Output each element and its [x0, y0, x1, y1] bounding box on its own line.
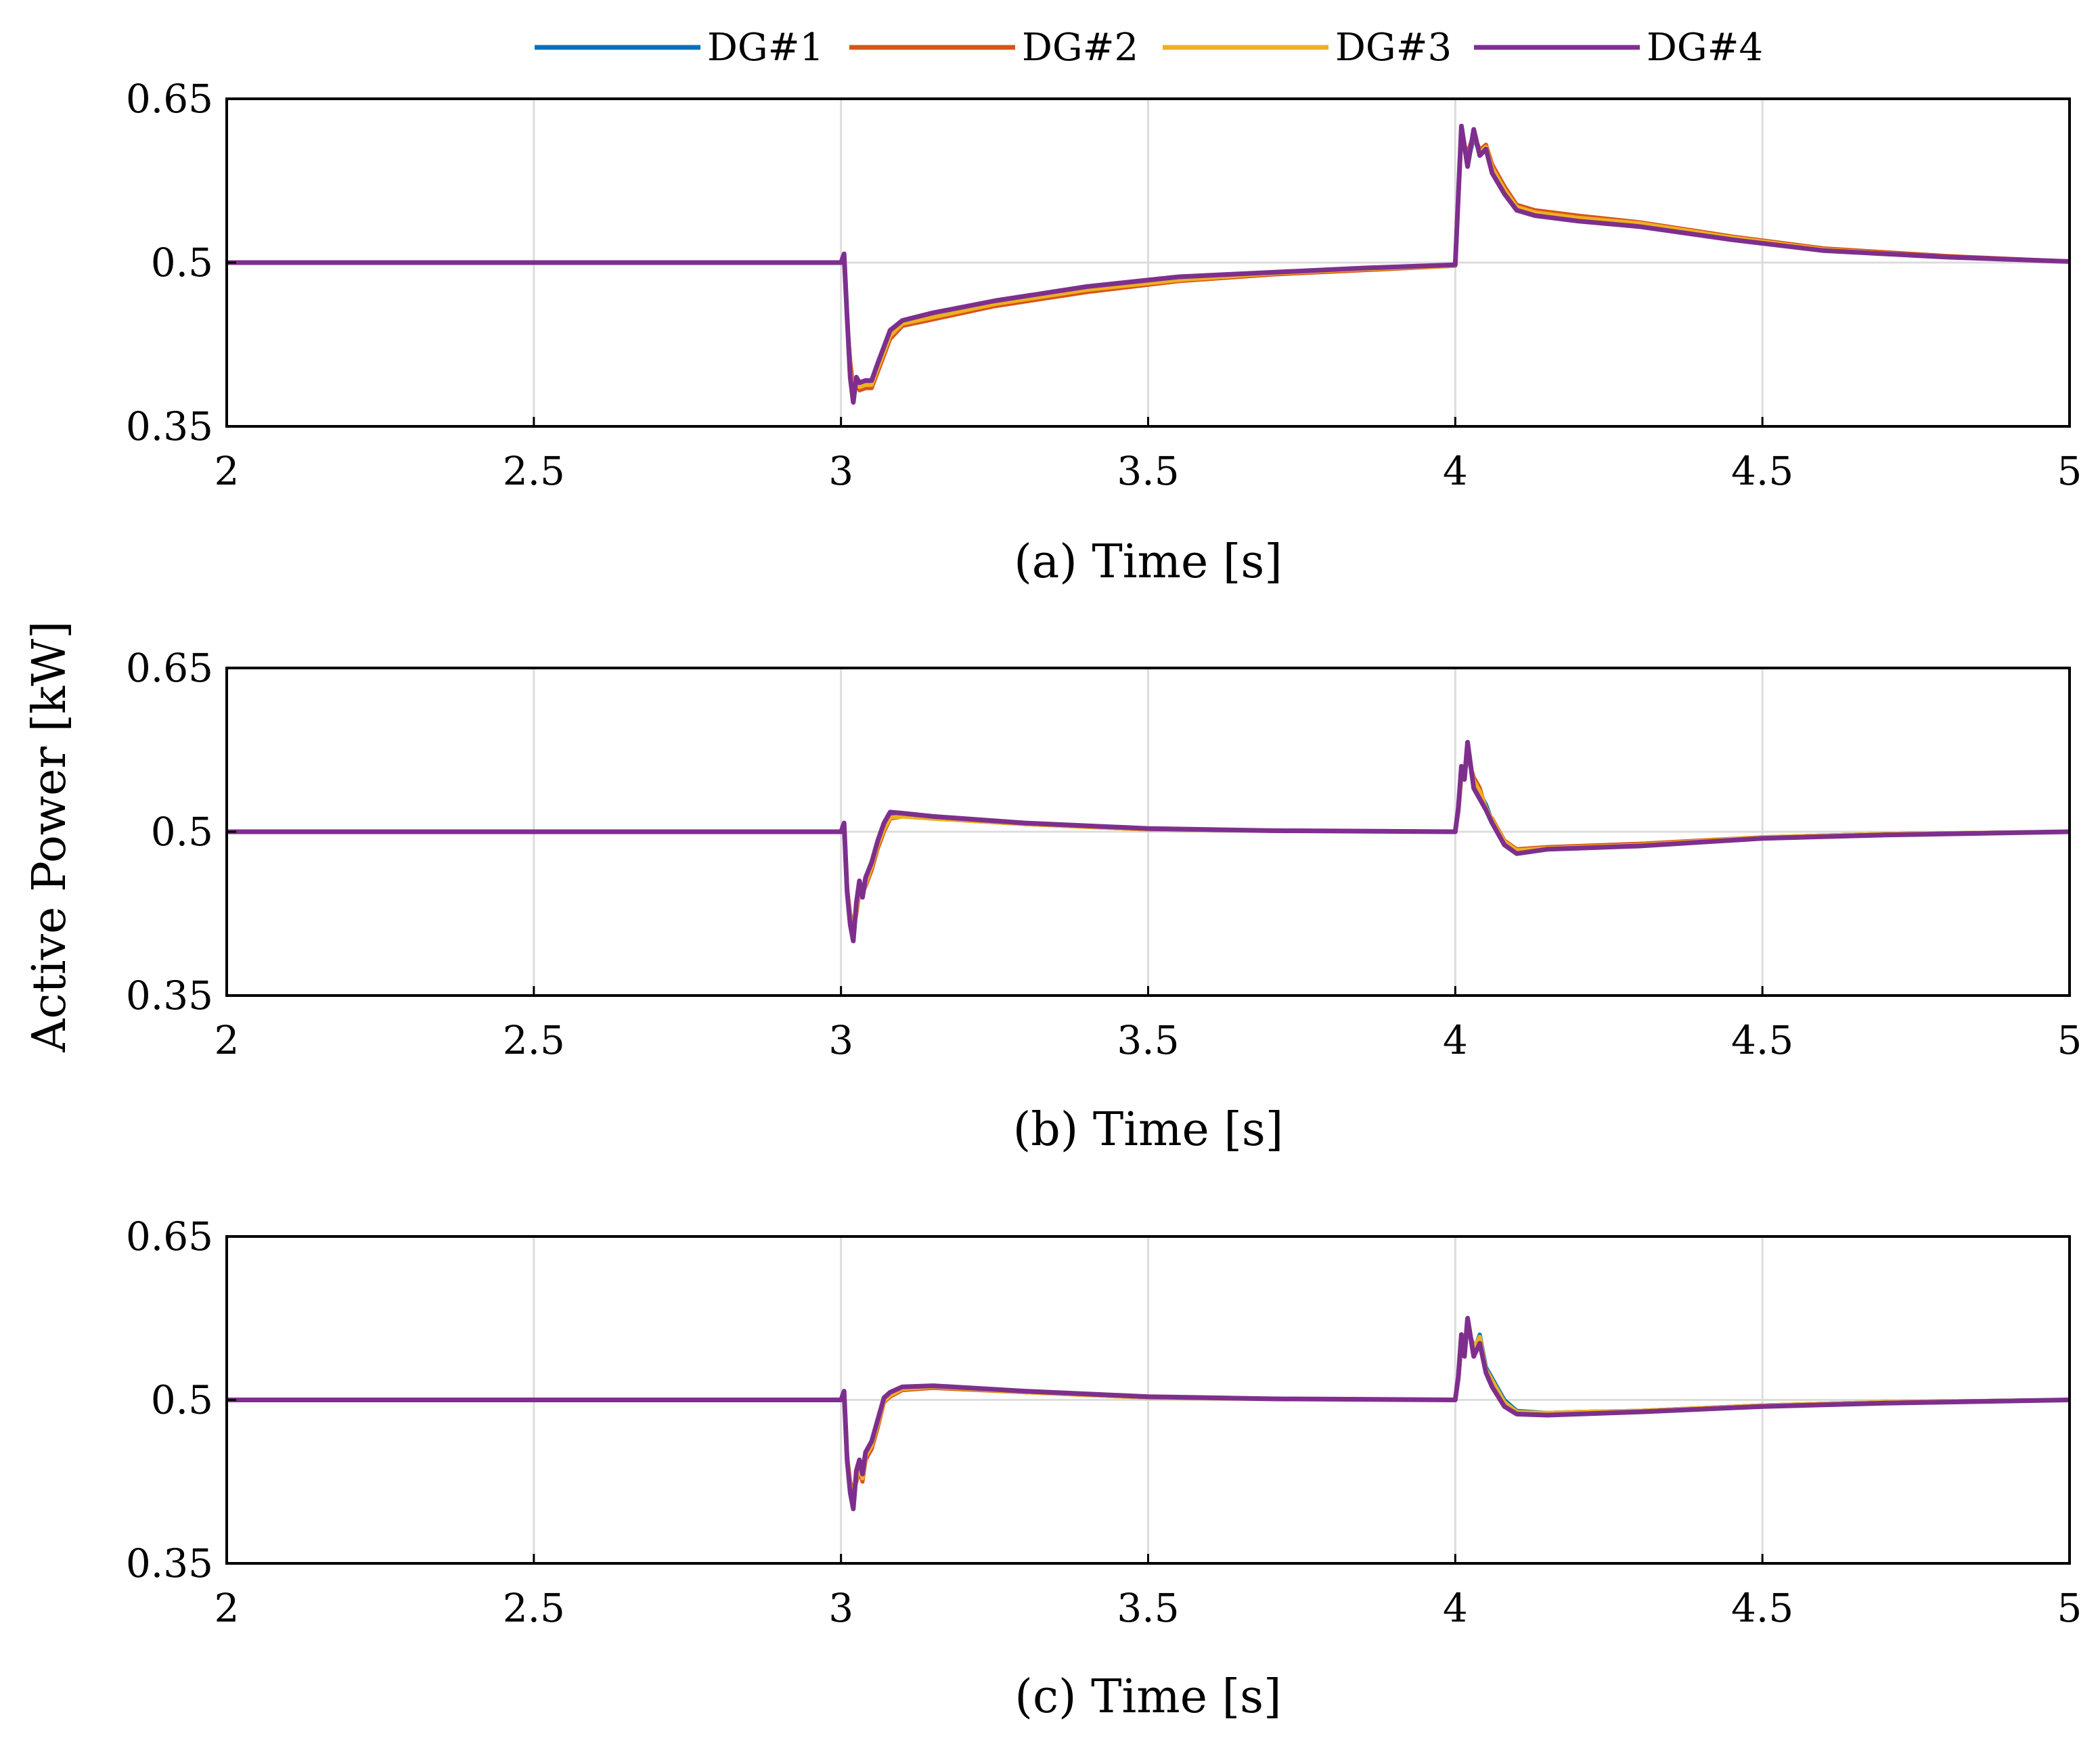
x-tick-label: 5	[2057, 1017, 2082, 1063]
legend-item-2: DG#2	[849, 26, 1138, 70]
x-tick-label: 2	[215, 1017, 240, 1063]
y-tick-label: 0.5	[151, 1377, 213, 1423]
y-tick-label: 0.35	[126, 973, 213, 1019]
x-tick-label: 2.5	[503, 1585, 565, 1631]
x-tick-label: 2	[215, 1585, 240, 1631]
legend-item-1: DG#1	[535, 26, 824, 70]
x-axis-label: (c) Time [s]	[1014, 1670, 1281, 1724]
x-tick-label: 3.5	[1117, 1017, 1179, 1063]
series-line-dg4	[227, 1316, 2070, 1511]
legend-item-3: DG#3	[1163, 26, 1452, 70]
legend-label-4: DG#4	[1647, 26, 1763, 70]
panels: 2 2.5 3 3.5 4 4.5 5 0.35 0.5 0.65 (a) Time [s] 2 2.5…	[126, 76, 2082, 1724]
x-tick-label: 5	[2057, 448, 2082, 494]
series-group	[227, 1316, 2070, 1511]
x-tick-label: 2	[215, 448, 240, 494]
panel-a: 2 2.5 3 3.5 4 4.5 5 0.35 0.5 0.65 (a) Time [s]	[126, 76, 2082, 589]
x-tick-label: 4	[1443, 448, 1468, 494]
legend-label-3: DG#3	[1335, 26, 1452, 70]
series-group	[227, 740, 2070, 943]
x-axis-label: (b) Time [s]	[1013, 1103, 1284, 1157]
x-axis-label: (a) Time [s]	[1014, 535, 1282, 589]
y-tick-label: 0.65	[126, 76, 213, 122]
panel-b: 2 2.5 3 3.5 4 4.5 5 0.35 0.5 0.65 (b) Time [s]	[126, 645, 2082, 1157]
x-tick-label: 4	[1443, 1585, 1468, 1631]
x-tick-label: 3.5	[1117, 1585, 1179, 1631]
x-tick-label: 3	[828, 448, 853, 494]
x-tick-label: 5	[2057, 1585, 2082, 1631]
x-tick-label: 2.5	[503, 448, 565, 494]
x-tick-label: 3	[828, 1585, 853, 1631]
legend-label-1: DG#1	[707, 26, 824, 70]
x-tick-label: 4.5	[1731, 1017, 1793, 1063]
legend-label-2: DG#2	[1022, 26, 1138, 70]
x-tick-label: 2.5	[503, 1017, 565, 1063]
y-tick-label: 0.5	[151, 809, 213, 855]
y-tick-label: 0.35	[126, 1540, 213, 1586]
x-tick-label: 3.5	[1117, 448, 1179, 494]
series-line-dg4	[227, 740, 2070, 943]
y-axis-label: Active Power [kW]	[23, 621, 76, 1052]
x-tick-label: 4	[1443, 1017, 1468, 1063]
series-line-dg4	[227, 123, 2070, 405]
series-group	[227, 123, 2070, 405]
x-tick-label: 4.5	[1731, 448, 1793, 494]
y-tick-label: 0.5	[151, 240, 213, 286]
y-tick-label: 0.65	[126, 1213, 213, 1259]
legend-item-4: DG#4	[1474, 26, 1763, 70]
x-tick-label: 3	[828, 1017, 853, 1063]
y-tick-label: 0.35	[126, 403, 213, 449]
y-tick-label: 0.65	[126, 645, 213, 691]
x-tick-label: 4.5	[1731, 1585, 1793, 1631]
legend: DG#1 DG#2 DG#3 DG#4	[535, 26, 1763, 70]
panel-c: 2 2.5 3 3.5 4 4.5 5 0.35 0.5 0.65 (c) Time [s]	[126, 1213, 2082, 1724]
